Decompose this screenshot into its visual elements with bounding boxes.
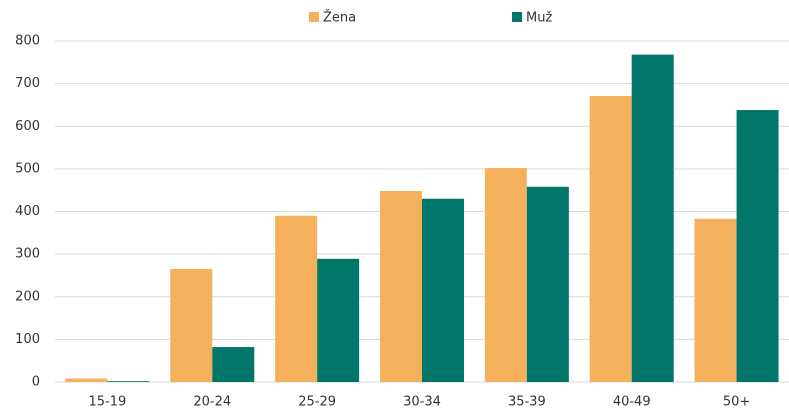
y-tick-label: 700 xyxy=(15,76,40,91)
x-tick-label: 15-19 xyxy=(89,395,127,410)
y-tick-label: 500 xyxy=(15,161,40,176)
y-tick-label: 800 xyxy=(15,34,40,49)
bar xyxy=(526,186,569,382)
y-tick-label: 300 xyxy=(15,247,40,262)
legend-label: Žena xyxy=(323,10,356,26)
y-tick-label: 200 xyxy=(15,289,40,304)
x-tick-label: 25-29 xyxy=(298,395,336,410)
bar xyxy=(631,54,674,382)
bar xyxy=(422,198,464,382)
x-tick-label: 20-24 xyxy=(193,395,231,410)
y-tick-label: 0 xyxy=(32,375,40,390)
bar xyxy=(380,191,422,382)
bar xyxy=(212,347,255,382)
x-tick-label: 50+ xyxy=(723,395,750,410)
y-tick-label: 100 xyxy=(15,332,40,347)
bar xyxy=(317,258,360,382)
y-tick-label: 400 xyxy=(15,204,40,219)
bar xyxy=(65,378,108,382)
bar xyxy=(170,269,213,382)
y-tick-label: 600 xyxy=(15,119,40,134)
bar xyxy=(589,95,632,382)
bar xyxy=(694,218,737,382)
bar xyxy=(275,215,318,382)
x-tick-label: 30-34 xyxy=(403,395,441,410)
legend-swatch xyxy=(309,12,319,22)
bar xyxy=(736,110,779,383)
legend-swatch xyxy=(512,12,522,22)
bar xyxy=(484,168,527,382)
x-tick-label: 35-39 xyxy=(508,395,546,410)
x-tick-label: 40-49 xyxy=(613,395,651,410)
bar xyxy=(107,381,150,382)
legend-label: Muž xyxy=(526,11,552,26)
